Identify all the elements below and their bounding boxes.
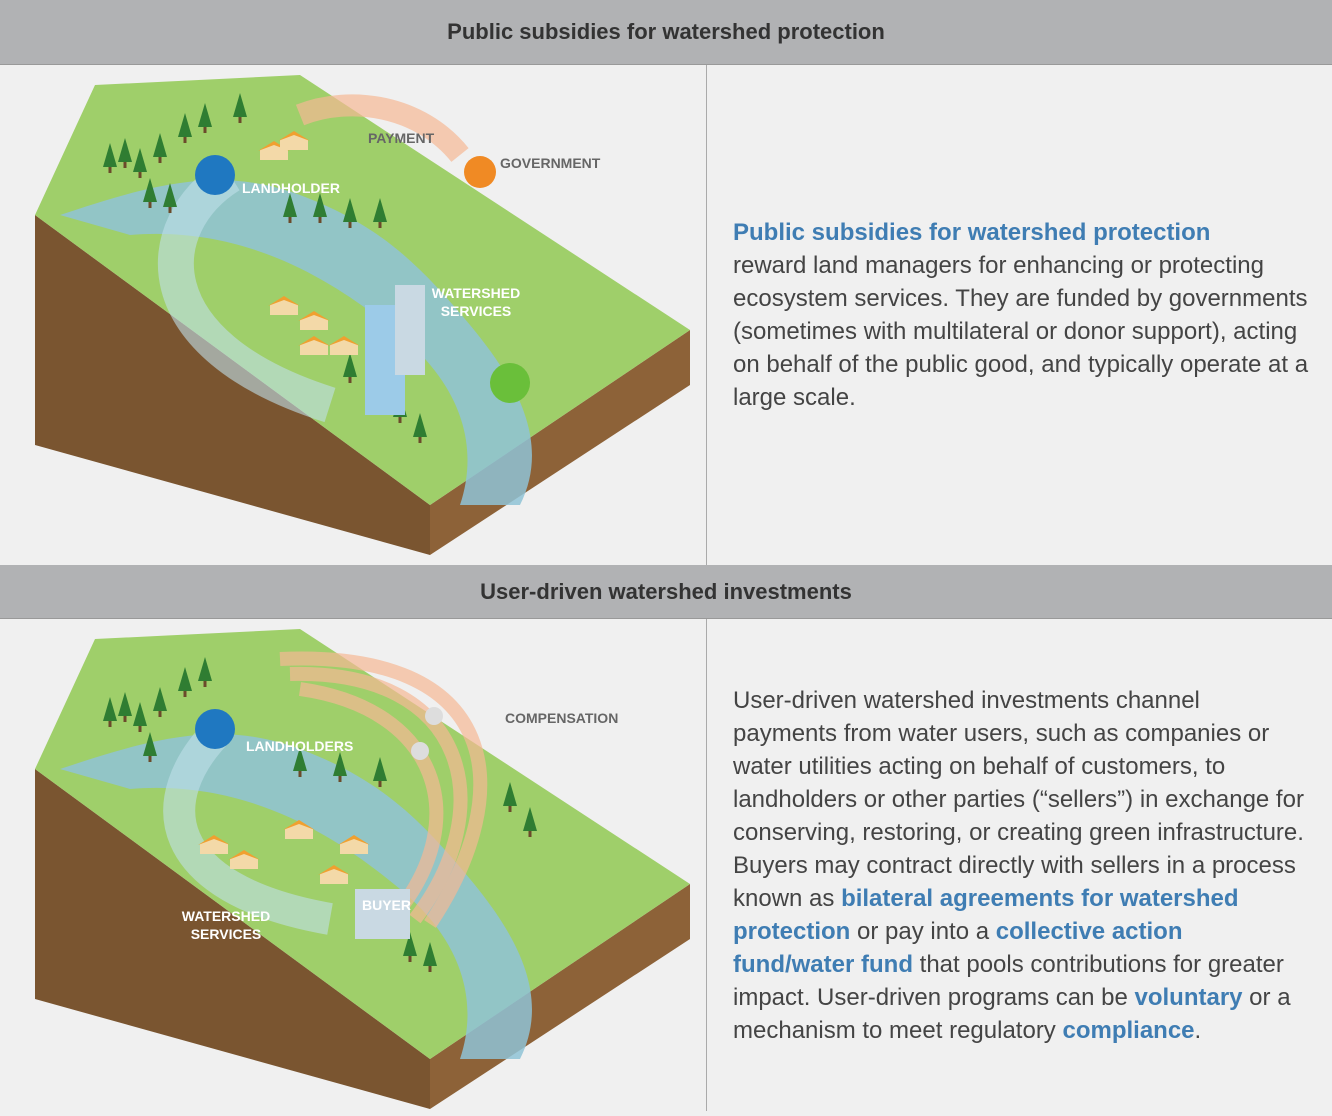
buyer-label: BUYER <box>362 897 411 913</box>
text-run: or pay into a <box>850 918 995 945</box>
text-run: reward land managers for enhancing or pr… <box>733 252 1308 411</box>
landscape-diagram: COMPENSATION LANDHOLDERS BUYER WATERSHED… <box>0 619 706 1111</box>
body-title: Public subsidies for watershed protectio… <box>733 216 1310 249</box>
text-link[interactable]: compliance <box>1062 1017 1194 1044</box>
services-label-line: WATERSHED <box>182 908 270 924</box>
government-label: GOVERNMENT <box>500 155 601 171</box>
landholder-icon <box>195 155 235 195</box>
landholder-icon <box>195 709 235 749</box>
services-label-line: SERVICES <box>441 303 512 319</box>
page: Public subsidies for watershed protectio… <box>0 0 1332 1110</box>
buyer-icon <box>425 707 443 725</box>
illustration: COMPENSATION LANDHOLDERS BUYER WATERSHED… <box>0 619 707 1111</box>
services-label-line: WATERSHED <box>432 285 520 301</box>
section-header: User-driven watershed investments <box>0 565 1332 619</box>
compensation-label: COMPENSATION <box>505 710 618 726</box>
buyer-icon <box>411 742 429 760</box>
paragraph: User-driven watershed investments channe… <box>733 684 1310 1047</box>
description: User-driven watershed investments channe… <box>707 619 1332 1111</box>
section-header: Public subsidies for watershed protectio… <box>0 0 1332 65</box>
paragraph: Public subsidies for watershed protectio… <box>733 216 1310 414</box>
landholder-label: LANDHOLDER <box>242 180 340 196</box>
payment-label: PAYMENT <box>368 130 435 146</box>
description: Public subsidies for watershed protectio… <box>707 65 1332 565</box>
users-icon <box>490 363 530 403</box>
landscape-diagram: PAYMENT GOVERNMENT LANDHOLDER WATERSHED S… <box>0 65 706 565</box>
text-run: User-driven watershed investments channe… <box>733 687 1304 912</box>
city-building <box>395 285 425 375</box>
government-icon <box>464 156 496 188</box>
illustration: PAYMENT GOVERNMENT LANDHOLDER WATERSHED S… <box>0 65 707 565</box>
section: PAYMENT GOVERNMENT LANDHOLDER WATERSHED S… <box>0 65 1332 565</box>
landholder-label: LANDHOLDERS <box>246 738 353 754</box>
section: COMPENSATION LANDHOLDERS BUYER WATERSHED… <box>0 619 1332 1111</box>
text-run: . <box>1195 1017 1202 1044</box>
text-link[interactable]: voluntary <box>1134 984 1242 1011</box>
services-label-line: SERVICES <box>191 926 262 942</box>
